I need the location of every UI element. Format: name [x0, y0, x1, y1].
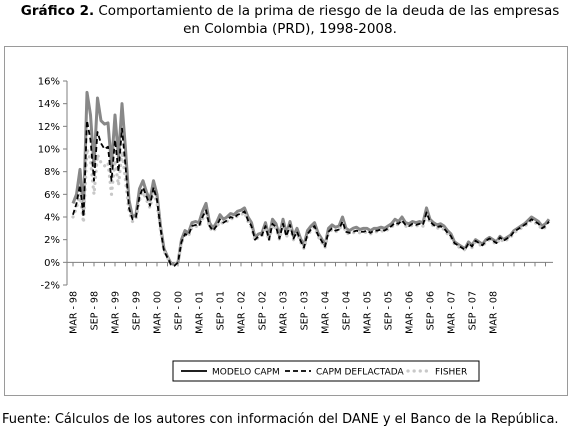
y-tick-label: 4% — [44, 213, 60, 224]
y-tick-label: -2% — [41, 281, 60, 292]
x-tick-label: MAR - 98 — [69, 291, 80, 334]
y-tick-label: 0% — [44, 258, 60, 269]
x-tick-label: MAR - 99 — [111, 291, 122, 334]
x-tick-label: SEP - 07 — [468, 291, 479, 330]
y-tick-label: 14% — [38, 99, 60, 110]
line-chart: -2% 0% 2% 4% 6% 8% 10% 12% 14% 16% MAR - 98 SEP - 9… — [38, 77, 553, 382]
x-tick-label: MAR - 07 — [447, 291, 458, 334]
x-tick-label: SEP - 98 — [90, 291, 101, 330]
series-line-capm-deflactada — [72, 119, 550, 267]
x-tick-label: MAR - 01 — [195, 291, 206, 334]
y-tick-label: 8% — [44, 167, 60, 178]
x-tick-label: SEP - 06 — [426, 291, 437, 330]
x-tick-label: SEP - 01 — [216, 291, 227, 330]
y-tick-label: 16% — [38, 77, 60, 88]
legend-box — [172, 360, 480, 382]
x-tick-label: MAR - 02 — [237, 291, 248, 334]
source-note: Fuente: Cálculos de los autores con info… — [2, 412, 559, 427]
x-tick-label: MAR - 04 — [321, 291, 332, 334]
legend-label: MODELO CAPM — [212, 368, 280, 378]
x-tick-label: SEP - 03 — [300, 291, 311, 330]
x-tick-label: SEP - 00 — [174, 291, 185, 330]
x-tick-label: SEP - 05 — [384, 291, 395, 330]
chart-title-line2: en Colombia (PRD), 1998-2008. — [183, 21, 397, 37]
y-tick-label: 2% — [44, 235, 60, 246]
x-tick-label: MAR - 00 — [153, 291, 164, 334]
y-tick-label: 6% — [44, 190, 60, 201]
x-tick-label: MAR - 08 — [489, 291, 500, 334]
legend-label: FISHER — [435, 368, 467, 378]
series-line-modelo-capm — [71, 90, 551, 267]
x-tick-label: SEP - 99 — [132, 291, 143, 330]
legend-label: CAPM DEFLACTADA — [316, 368, 405, 378]
series-line-fisher — [71, 147, 551, 267]
y-tick-label: 12% — [38, 122, 60, 133]
x-tick-label: MAR - 06 — [405, 291, 416, 334]
chart-title-label: Gráfico 2. — [20, 3, 95, 19]
x-tick-label: MAR - 03 — [279, 291, 290, 334]
chart-title: Gráfico 2. Comportamiento de la prima de… — [0, 2, 580, 38]
x-tick-label: MAR - 05 — [363, 291, 374, 334]
x-tick-label: SEP - 02 — [258, 291, 269, 330]
y-tick-label: 10% — [38, 145, 60, 156]
x-tick-label: SEP - 04 — [342, 291, 353, 330]
chart-title-line1: Comportamiento de la prima de riesgo de … — [94, 3, 560, 19]
chart-frame: -2% 0% 2% 4% 6% 8% 10% 12% 14% 16% MAR - 98 SEP - 9… — [4, 46, 568, 396]
